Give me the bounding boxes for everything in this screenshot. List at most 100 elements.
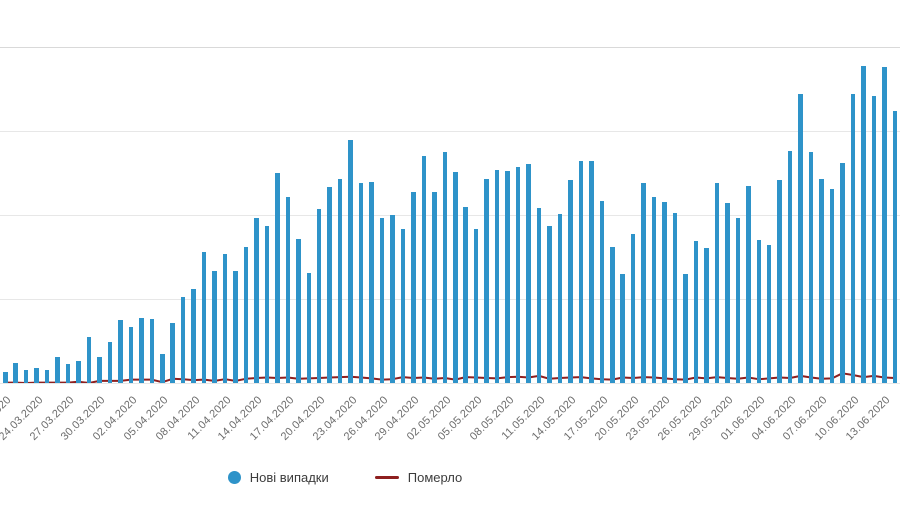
bar-23.04.2020[interactable] <box>348 140 353 383</box>
bar-16.05.2020[interactable] <box>589 161 594 383</box>
bar-28.05.2020[interactable] <box>714 182 720 383</box>
bar-28.03.2020[interactable] <box>76 360 81 383</box>
bar-22.04.2020[interactable] <box>337 178 343 383</box>
bar-25.03.2020[interactable] <box>44 369 50 383</box>
bar-12.06.2020[interactable] <box>871 96 877 383</box>
bar-26.03.2020[interactable] <box>55 357 60 383</box>
new-cases-swatch-icon <box>227 471 241 484</box>
bar-13.06.2020[interactable] <box>882 66 887 383</box>
bar-10.05.2020[interactable] <box>526 163 531 383</box>
bar-09.05.2020[interactable] <box>515 166 521 383</box>
bar-21.04.2020[interactable] <box>327 186 332 383</box>
bar-09.06.2020[interactable] <box>840 162 845 383</box>
bar-06.05.2020[interactable] <box>484 178 489 383</box>
bar-04.05.2020[interactable] <box>463 207 468 383</box>
bar-12.04.2020[interactable] <box>233 271 238 383</box>
bar-11.06.2020[interactable] <box>861 65 866 383</box>
bar-13.05.2020[interactable] <box>557 214 563 383</box>
bar-05.05.2020[interactable] <box>473 229 479 383</box>
bar-15.05.2020[interactable] <box>578 160 584 383</box>
bar-14.04.2020[interactable] <box>254 218 259 383</box>
bar-03.06.2020[interactable] <box>777 180 782 383</box>
bar-02.06.2020[interactable] <box>766 245 772 383</box>
bar-24.05.2020[interactable] <box>672 212 678 383</box>
bar-19.04.2020[interactable] <box>306 273 311 383</box>
bar-01.04.2020[interactable] <box>118 320 123 383</box>
bar-29.03.2020[interactable] <box>86 337 92 383</box>
x-axis: 21.03.2020 24.03.2020 27.03.2020 30.03.2020… <box>0 388 900 458</box>
bar-18.04.2020[interactable] <box>296 238 301 383</box>
bar-26.04.2020[interactable] <box>379 218 385 383</box>
bar-11.04.2020[interactable] <box>222 253 228 383</box>
bar-21.03.2020[interactable] <box>3 372 8 383</box>
bar-19.05.2020[interactable] <box>620 273 625 383</box>
bar-23.05.2020[interactable] <box>662 201 667 383</box>
bar-02.05.2020[interactable] <box>442 152 447 383</box>
bar-05.04.2020[interactable] <box>160 354 165 383</box>
gridline <box>0 47 900 48</box>
gridline <box>0 131 900 132</box>
bar-15.04.2020[interactable] <box>264 225 270 383</box>
bar-05.06.2020[interactable] <box>798 93 803 383</box>
bar-07.05.2020[interactable] <box>494 170 500 383</box>
bar-01.06.2020[interactable] <box>756 240 761 383</box>
bar-03.04.2020[interactable] <box>139 318 144 383</box>
legend-item-new-cases[interactable]: Нові випадки <box>227 470 329 485</box>
bar-29.04.2020[interactable] <box>411 191 416 383</box>
gridline <box>0 215 900 216</box>
bar-03.05.2020[interactable] <box>453 172 458 383</box>
bar-10.04.2020[interactable] <box>212 271 217 383</box>
bar-20.04.2020[interactable] <box>316 208 322 383</box>
bar-24.04.2020[interactable] <box>358 182 364 383</box>
bar-10.06.2020[interactable] <box>850 93 856 383</box>
bar-27.03.2020[interactable] <box>65 363 71 383</box>
bar-23.03.2020[interactable] <box>23 370 29 383</box>
bar-17.05.2020[interactable] <box>599 201 604 383</box>
bar-08.05.2020[interactable] <box>505 171 510 383</box>
bar-04.06.2020[interactable] <box>787 150 793 383</box>
bar-18.05.2020[interactable] <box>610 246 615 383</box>
bar-20.05.2020[interactable] <box>630 234 636 383</box>
bar-06.04.2020[interactable] <box>170 322 175 383</box>
bar-28.04.2020[interactable] <box>400 229 406 383</box>
bar-02.04.2020[interactable] <box>128 326 134 383</box>
gridline <box>0 299 900 300</box>
bar-04.04.2020[interactable] <box>149 319 154 383</box>
bar-01.05.2020[interactable] <box>432 191 437 383</box>
bar-25.05.2020[interactable] <box>683 274 688 383</box>
bar-17.04.2020[interactable] <box>285 196 290 383</box>
bar-31.03.2020[interactable] <box>107 342 113 383</box>
bar-30.05.2020[interactable] <box>735 217 740 383</box>
legend-new-cases-label: Нові випадки <box>249 470 329 485</box>
legend-deaths-label: Померло <box>407 470 463 485</box>
bar-24.03.2020[interactable] <box>34 368 39 383</box>
bar-14.06.2020[interactable] <box>892 110 897 383</box>
legend-item-deaths[interactable]: Померло <box>374 470 463 485</box>
bar-08.06.2020[interactable] <box>829 188 835 383</box>
chart-legend: Нові випадки Померло <box>0 470 795 485</box>
bar-14.05.2020[interactable] <box>568 180 573 383</box>
bar-27.04.2020[interactable] <box>390 214 395 383</box>
bar-26.05.2020[interactable] <box>693 240 699 383</box>
bar-30.03.2020[interactable] <box>97 357 102 383</box>
bar-12.05.2020[interactable] <box>547 225 552 383</box>
bar-08.04.2020[interactable] <box>191 288 196 383</box>
bar-21.05.2020[interactable] <box>641 183 646 383</box>
bar-16.04.2020[interactable] <box>275 172 280 383</box>
bar-09.04.2020[interactable] <box>201 252 207 383</box>
bar-27.05.2020[interactable] <box>704 248 709 383</box>
bar-11.05.2020[interactable] <box>536 208 542 383</box>
bar-29.05.2020[interactable] <box>725 202 730 383</box>
bar-13.04.2020[interactable] <box>243 246 249 383</box>
bar-31.05.2020[interactable] <box>746 186 751 383</box>
bar-06.06.2020[interactable] <box>808 152 814 383</box>
bar-22.03.2020[interactable] <box>13 362 18 383</box>
bar-30.04.2020[interactable] <box>421 156 427 383</box>
bar-25.04.2020[interactable] <box>369 182 374 383</box>
bar-07.04.2020[interactable] <box>180 296 186 383</box>
bar-22.05.2020[interactable] <box>651 197 657 383</box>
bar-07.06.2020[interactable] <box>819 179 824 383</box>
gridline <box>0 383 900 384</box>
